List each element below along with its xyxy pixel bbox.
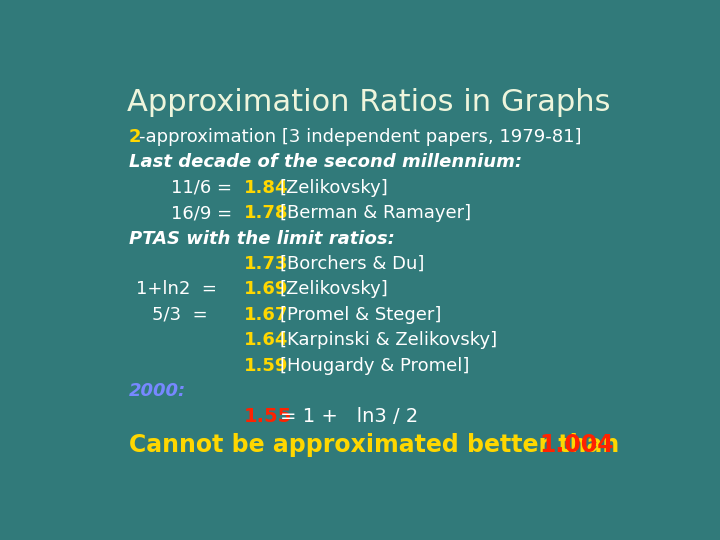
Text: -approximation [3 independent papers, 1979-81]: -approximation [3 independent papers, 19…: [139, 128, 581, 146]
Text: [Promel & Steger]: [Promel & Steger]: [280, 306, 441, 324]
Text: 1+ln2  =: 1+ln2 =: [137, 280, 217, 299]
Text: PTAS with the limit ratios:: PTAS with the limit ratios:: [129, 230, 395, 247]
Text: 2: 2: [129, 128, 141, 146]
Text: 1.59: 1.59: [243, 356, 288, 375]
Text: [Borchers & Du]: [Borchers & Du]: [280, 255, 424, 273]
Text: 1.55: 1.55: [243, 408, 292, 427]
Text: [Berman & Ramayer]: [Berman & Ramayer]: [280, 204, 471, 222]
Text: 5/3  =: 5/3 =: [152, 306, 207, 324]
Text: [Zelikovsky]: [Zelikovsky]: [280, 280, 389, 299]
Text: 1.73: 1.73: [243, 255, 288, 273]
Text: Last decade of the second millennium:: Last decade of the second millennium:: [129, 153, 522, 171]
Text: 1.67: 1.67: [243, 306, 288, 324]
Text: 2000:: 2000:: [129, 382, 186, 400]
Text: 11/6 =: 11/6 =: [171, 179, 233, 197]
Text: 1.004: 1.004: [539, 433, 614, 457]
Text: [Karpinski & Zelikovsky]: [Karpinski & Zelikovsky]: [280, 331, 497, 349]
Text: 16/9 =: 16/9 =: [171, 204, 233, 222]
Text: [Hougardy & Promel]: [Hougardy & Promel]: [280, 356, 469, 375]
Text: 1.84: 1.84: [243, 179, 288, 197]
Text: 1.78: 1.78: [243, 204, 288, 222]
Text: Cannot be approximated better than: Cannot be approximated better than: [129, 433, 627, 457]
Text: [Zelikovsky]: [Zelikovsky]: [280, 179, 389, 197]
Text: 1.64: 1.64: [243, 331, 288, 349]
Text: 1.69: 1.69: [243, 280, 288, 299]
Text: Approximation Ratios in Graphs: Approximation Ratios in Graphs: [127, 88, 611, 117]
Text: = 1 +   ln3 / 2: = 1 + ln3 / 2: [280, 408, 418, 427]
